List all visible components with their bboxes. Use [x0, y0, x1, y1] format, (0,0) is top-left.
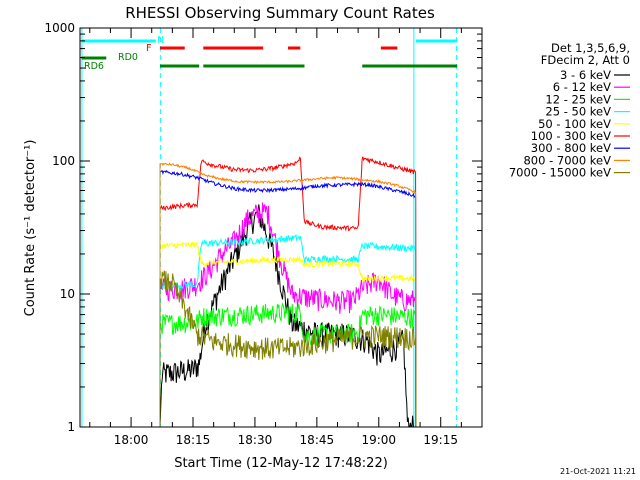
series-300-800-kev: [159, 169, 417, 428]
legend-label-7000-15000-kev: 7000 - 15000 keV: [509, 166, 611, 180]
legend-label-800-7000-kev: 800 - 7000 keV: [523, 153, 611, 167]
legend-label-300-800-kev: 300 - 800 keV: [531, 141, 611, 155]
legend-header-detectors: Det 1,3,5,6,9,: [551, 41, 630, 55]
footer-date: 21-Oct-2021 11:21: [560, 467, 636, 476]
state-label-rd0: RD0: [118, 52, 138, 63]
axes: 1 10 100 1000 18:00 18:15 18:30 18:45 19:00 19:15: [44, 21, 483, 447]
series-800-7000-kev: [159, 162, 417, 428]
y-tick-label-100: 100: [52, 154, 75, 168]
state-label-n: N: [157, 35, 164, 46]
y-tick-label-1000: 1000: [44, 21, 75, 35]
legend-header-decimation: FDecim 2, Att 0: [541, 53, 630, 67]
legend: Det 1,3,5,6,9, FDecim 2, Att 0 3 - 6 keV…: [509, 41, 630, 180]
x-tick-label-1845: 18:45: [300, 433, 335, 447]
x-tick-label-1830: 18:30: [238, 433, 273, 447]
series-6-12-kev: [159, 202, 417, 428]
y-tick-label-10: 10: [60, 287, 75, 301]
y-tick-label-1: 1: [67, 420, 75, 434]
x-axis-label: Start Time (12-May-12 17:48:22): [174, 456, 388, 471]
legend-label-12-25-kev: 12 - 25 keV: [545, 92, 611, 106]
y-axis-label: Count Rate (s⁻¹ detector⁻¹): [23, 140, 38, 317]
state-label-rd6: RD6: [84, 61, 104, 72]
legend-label-50-100-kev: 50 - 100 keV: [538, 117, 611, 131]
plot-area: NF RD0 RD6: [80, 28, 458, 428]
x-tick-label-1915: 19:15: [423, 433, 458, 447]
series-25-50-kev: [159, 233, 417, 428]
x-tick-label-1800: 18:00: [114, 433, 149, 447]
legend-label-3-6-kev: 3 - 6 keV: [560, 68, 611, 82]
state-label-f: F: [146, 43, 151, 54]
series-12-25-kev: [159, 301, 417, 428]
legend-label-100-300-kev: 100 - 300 keV: [531, 129, 611, 143]
x-tick-label-1815: 18:15: [176, 433, 211, 447]
legend-label-25-50-kev: 25 - 50 keV: [545, 105, 611, 119]
x-tick-label-1900: 19:00: [361, 433, 396, 447]
series-7000-15000-kev: [159, 270, 417, 428]
series-50-100-kev: [159, 241, 417, 428]
plot-frame: [79, 27, 483, 428]
legend-label-6-12-kev: 6 - 12 keV: [553, 80, 611, 94]
series-100-300-kev: [159, 156, 417, 428]
chart-title: RHESSI Observing Summary Count Rates: [125, 4, 435, 22]
